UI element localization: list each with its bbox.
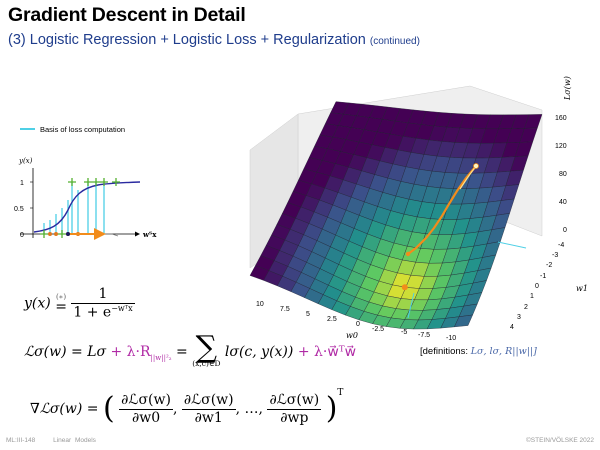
weight-arrow-head [94, 228, 106, 240]
loss-regularizer: + λ·R||w||²₂ [110, 344, 172, 362]
weight-arrow-tail [106, 233, 119, 237]
loss-term: lσ(c, y(x)) [224, 344, 294, 360]
sigmoid-denominator: 1 + e [73, 304, 112, 321]
x-axis-arrow [135, 231, 140, 237]
ytick-label-1: 1 [20, 180, 24, 187]
svg-text:4: 4 [510, 324, 514, 331]
slide-subtitle: (3) Logistic Regression + Logistic Loss … [8, 32, 420, 48]
grad-transpose: T [337, 388, 344, 398]
svg-text:3: 3 [517, 314, 521, 321]
svg-text:0: 0 [563, 227, 567, 234]
surface-mesh [249, 101, 543, 330]
sigmoid-eq-note: (∗) [55, 293, 67, 302]
grad-w0-den: ∂w0 [131, 409, 161, 426]
svg-text:2: 2 [524, 304, 528, 311]
w1-label: w1 [576, 284, 588, 293]
projection-line-w1 [497, 241, 527, 249]
svg-text:10: 10 [256, 301, 264, 308]
loss-surface-plot: Lσ(w) 160 120 80 40 0 -4 -3 -2 -1 0 1 2 … [249, 76, 588, 342]
w0-ticks: 10 7.5 5 2.5 0 -2.5 -5 -7.5 -10 [256, 301, 456, 342]
svg-text:120: 120 [555, 143, 567, 150]
sigmoid-exponent: −wᵀx [111, 303, 133, 313]
sum-subscript: (x,c)∈D [192, 359, 221, 368]
sigmoid-ylabel: y(x) [18, 157, 33, 165]
svg-text:80: 80 [559, 171, 567, 178]
svg-text:-5: -5 [401, 329, 407, 336]
grad-w1-den: ∂w1 [194, 409, 223, 426]
sigmoid-xlabel: wᵀx [142, 230, 157, 239]
descent-path [405, 163, 479, 257]
subtitle-note: (continued) [369, 36, 420, 47]
svg-text:2.5: 2.5 [327, 316, 337, 323]
z-ticks: 160 120 80 40 0 [555, 115, 567, 234]
definitions-items[interactable]: Lσ, lσ, R||w||] [470, 346, 537, 357]
footer-course: ML:III-148 [6, 437, 36, 444]
svg-text:-2: -2 [546, 262, 552, 269]
definitions-label: [definitions: [420, 346, 469, 357]
grad-w0-num: ∂ℒσ(w) [119, 391, 173, 410]
svg-text:7.5: 7.5 [280, 306, 290, 313]
svg-text:1: 1 [530, 293, 534, 300]
grad-w1-num: ∂ℒσ(w) [181, 391, 236, 410]
grad-ellipsis: … [244, 401, 259, 417]
sigmoid-equation: y(x) (∗) = 1 1 + e−wᵀx [24, 286, 135, 321]
loss-rhs: Lσ [87, 344, 107, 360]
grad-wp-num: ∂ℒσ(w) [267, 391, 322, 410]
origin-point [66, 232, 70, 236]
footer-topic: Linear Models [53, 437, 96, 444]
footer-left: ML:III-148 Linear Models [6, 437, 96, 444]
positive-markers [40, 178, 120, 238]
slide-title: Gradient Descent in Detail [8, 4, 246, 26]
svg-text:0: 0 [535, 283, 539, 290]
sigmoid-curve [33, 181, 141, 233]
svg-text:-3: -3 [552, 252, 558, 259]
zlabel: Lσ(w) [563, 76, 572, 101]
svg-text:-4: -4 [558, 242, 564, 249]
svg-text:160: 160 [555, 115, 567, 122]
subtitle-text: (3) Logistic Regression + Logistic Loss … [8, 32, 366, 48]
projection-line-w0 [407, 292, 415, 319]
sigmoid-numerator: 1 [71, 286, 135, 304]
ytick-label-0: 0 [20, 232, 24, 239]
minimum-marker [401, 284, 408, 291]
svg-text:-7.5: -7.5 [418, 332, 430, 339]
loss-lhs: ℒσ(w) [24, 344, 67, 360]
svg-text:0: 0 [356, 321, 360, 328]
ytick-label-05: 0.5 [14, 206, 24, 213]
svg-text:-1: -1 [540, 273, 546, 280]
surface-cell [454, 314, 473, 328]
svg-text:-10: -10 [446, 335, 456, 342]
legend-label: Basis of loss computation [40, 125, 125, 134]
definitions-note: [definitions: Lσ, lσ, R||w||] [420, 346, 537, 357]
loss-regularizer-vector: + λ·w⃗ᵀw⃗ [297, 344, 357, 360]
gradient-equation: ∇ℒσ(w) = ( ∂ℒσ(w) ∂w0, ∂ℒσ(w) ∂w1, …, ∂ℒσ(… [30, 388, 344, 426]
svg-text:5: 5 [306, 311, 310, 318]
sigmoid-lhs: y(x) [24, 295, 51, 312]
svg-text:-2.5: -2.5 [372, 326, 384, 333]
loss-equation: ℒσ(w) = Lσ + λ·R||w||²₂ = ∑ (x,c)∈D lσ(c… [24, 330, 357, 368]
footer-copyright: ©STEIN/VÖLSKE 2022 [525, 437, 594, 444]
w1-ticks: -4 -3 -2 -1 0 1 2 3 4 [510, 242, 564, 331]
grad-wp-den: ∂wp [280, 409, 309, 426]
w0-label: w0 [346, 331, 358, 340]
svg-text:40: 40 [559, 199, 567, 206]
gradient-lhs: ∇ℒσ(w) [30, 401, 83, 417]
sigmoid-plot: Basis of loss computation y(x) wᵀx 1 0.5… [14, 125, 157, 240]
